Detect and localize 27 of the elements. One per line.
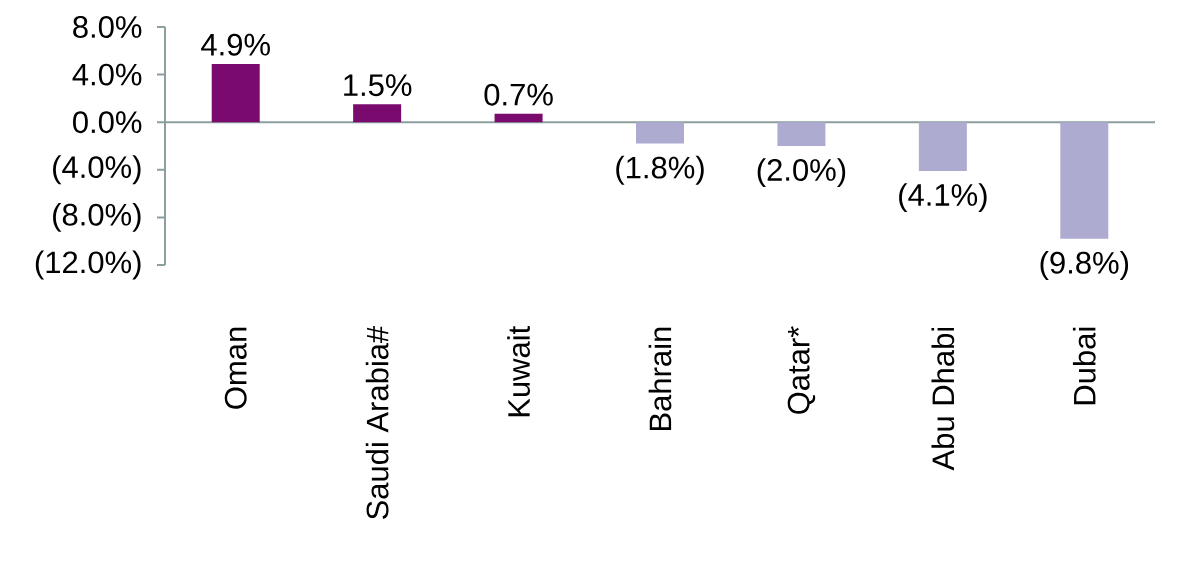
x-tick-label: Dubai xyxy=(1072,327,1096,405)
x-tick-label: Oman xyxy=(224,327,247,409)
x-tick-label: Kuwait xyxy=(507,325,530,417)
bar xyxy=(918,122,967,171)
bar xyxy=(211,63,260,123)
x-tick-label: Abu Dhabi xyxy=(931,327,955,471)
bar xyxy=(494,113,543,123)
data-label: 0.7% xyxy=(484,83,553,106)
y-tick-label: (4.0%) xyxy=(53,155,141,185)
y-tick-label: (8.0%) xyxy=(53,202,141,232)
data-label: (2.0%) xyxy=(757,158,846,188)
x-tick-label: Bahrain xyxy=(648,327,672,431)
y-tick-label: (12.0%) xyxy=(35,250,141,280)
bar xyxy=(1060,122,1109,239)
bar xyxy=(636,122,685,144)
x-tick-label: Saudi Arabia# xyxy=(365,325,389,520)
data-label: (9.8%) xyxy=(1040,251,1129,280)
y-tick-label: 4.0% xyxy=(72,63,142,86)
data-label: 4.9% xyxy=(201,33,270,56)
data-label: (1.8%) xyxy=(616,155,704,185)
data-label: 1.5% xyxy=(344,74,412,97)
bar xyxy=(777,122,826,146)
x-tick-label: Qatar* xyxy=(787,326,816,414)
y-tick-label: 8.0% xyxy=(73,16,142,38)
y-tick-label: 0.0% xyxy=(73,111,142,134)
data-label: (4.1%) xyxy=(899,183,987,213)
bar xyxy=(353,104,402,123)
